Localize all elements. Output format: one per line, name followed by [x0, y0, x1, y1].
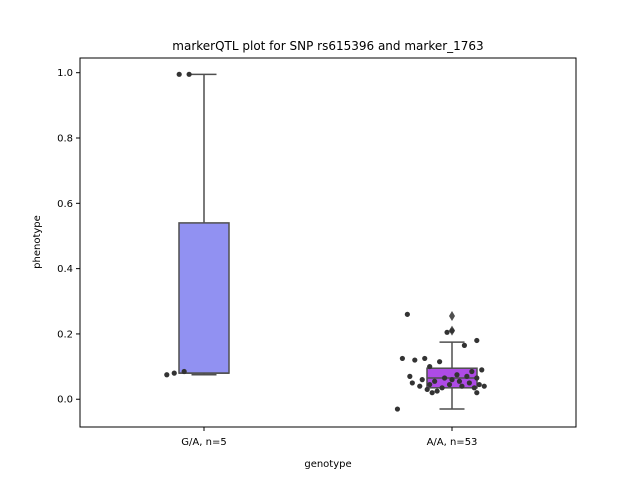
- box-iqr: [178, 222, 230, 374]
- data-point: [181, 368, 187, 375]
- data-point: [471, 385, 477, 391]
- data-point: [459, 383, 465, 389]
- data-point: [454, 372, 460, 378]
- x-tick-label: A/A, n=53: [427, 437, 478, 448]
- data-point: [427, 381, 433, 388]
- plot-area: [164, 71, 487, 412]
- y-tick-label: 0.6: [57, 199, 73, 210]
- data-point: [176, 71, 182, 77]
- data-point: [164, 372, 170, 378]
- data-point: [412, 357, 418, 363]
- outlier-marker: [449, 310, 455, 321]
- data-point: [449, 328, 455, 334]
- data-point: [479, 367, 485, 373]
- data-point: [407, 373, 413, 379]
- data-point: [474, 390, 480, 396]
- data-point: [394, 406, 401, 412]
- data-point: [466, 380, 472, 386]
- data-point: [461, 342, 467, 348]
- y-tick-label: 0.2: [57, 329, 73, 340]
- x-tick-label: G/A, n=5: [181, 437, 226, 448]
- data-point: [437, 359, 443, 365]
- data-point: [409, 380, 415, 386]
- y-tick-label: 0.4: [57, 264, 73, 275]
- data-point: [446, 381, 453, 388]
- data-point: [171, 370, 177, 376]
- data-point: [456, 378, 463, 384]
- y-tick-label: 1.0: [57, 68, 73, 79]
- y-tick-label: 0.8: [57, 134, 73, 145]
- data-point: [427, 363, 433, 370]
- chart-title: markerQTL plot for SNP rs615396 and mark…: [172, 39, 483, 53]
- box-group: [394, 310, 487, 412]
- data-point: [399, 355, 405, 362]
- data-point: [464, 373, 470, 379]
- y-tick-label: 0.0: [57, 395, 73, 406]
- y-axis-label: phenotype: [32, 215, 43, 269]
- y-axis: 0.0 0.2 0.4 0.6 0.8 1.0: [57, 68, 80, 406]
- data-point: [444, 329, 450, 335]
- data-point: [432, 378, 438, 384]
- data-point: [434, 388, 440, 394]
- data-point: [469, 368, 475, 375]
- data-point: [474, 375, 480, 381]
- plot-frame: [79, 57, 577, 428]
- data-point: [429, 390, 435, 396]
- x-axis: G/A, n=5 A/A, n=53: [181, 427, 477, 448]
- data-point: [404, 311, 410, 317]
- x-axis-label: genotype: [304, 459, 351, 470]
- data-point: [424, 386, 430, 393]
- data-point: [417, 383, 423, 389]
- data-point: [476, 381, 482, 388]
- data-point: [441, 375, 448, 381]
- box-group: [164, 71, 230, 378]
- data-point: [481, 383, 487, 389]
- data-point: [186, 71, 192, 77]
- data-point: [474, 337, 480, 344]
- data-point: [449, 377, 455, 383]
- data-point: [439, 385, 445, 391]
- data-point: [422, 355, 428, 362]
- data-point: [419, 377, 425, 383]
